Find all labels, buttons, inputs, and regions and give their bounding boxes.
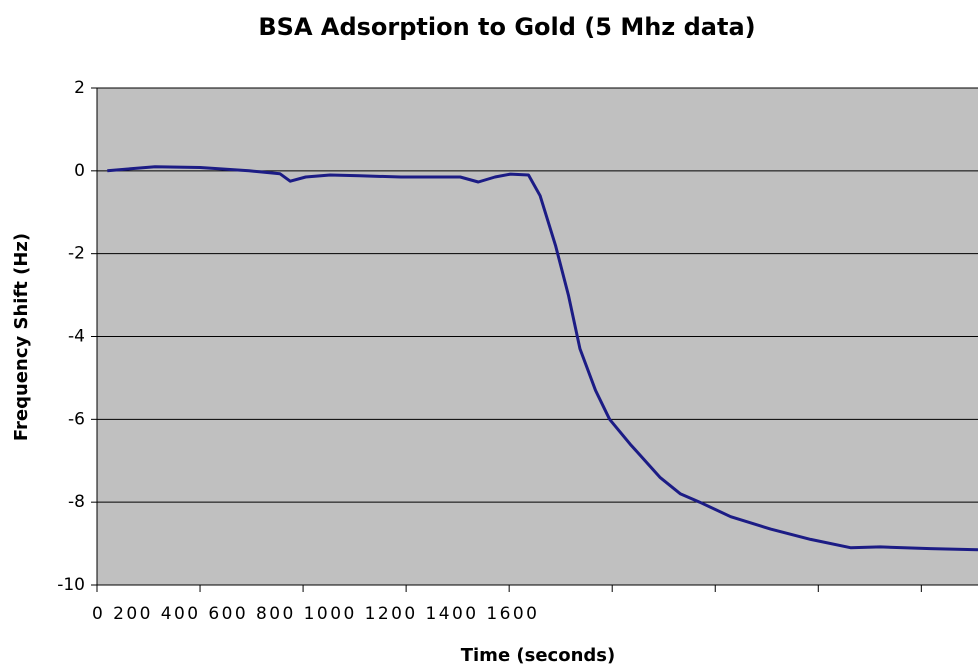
y-tick-label: 0 — [74, 161, 85, 181]
y-tick-label: -4 — [68, 327, 85, 347]
chart-title: BSA Adsorption to Gold (5 Mhz data) — [258, 13, 755, 41]
data-line — [107, 165, 978, 552]
y-tick-label: 2 — [74, 78, 85, 98]
y-axis-title: Frequency Shift (Hz) — [11, 233, 32, 441]
y-tick-label: -2 — [68, 244, 85, 264]
y-tick-label: -8 — [68, 492, 85, 512]
y-tick-label: -10 — [57, 575, 85, 595]
x-axis-title: Time (seconds) — [461, 645, 616, 666]
x-tick-labels: 0 200 400 600 800 1000 1200 1400 1600 — [92, 604, 537, 624]
y-tick-label: -6 — [68, 409, 85, 429]
